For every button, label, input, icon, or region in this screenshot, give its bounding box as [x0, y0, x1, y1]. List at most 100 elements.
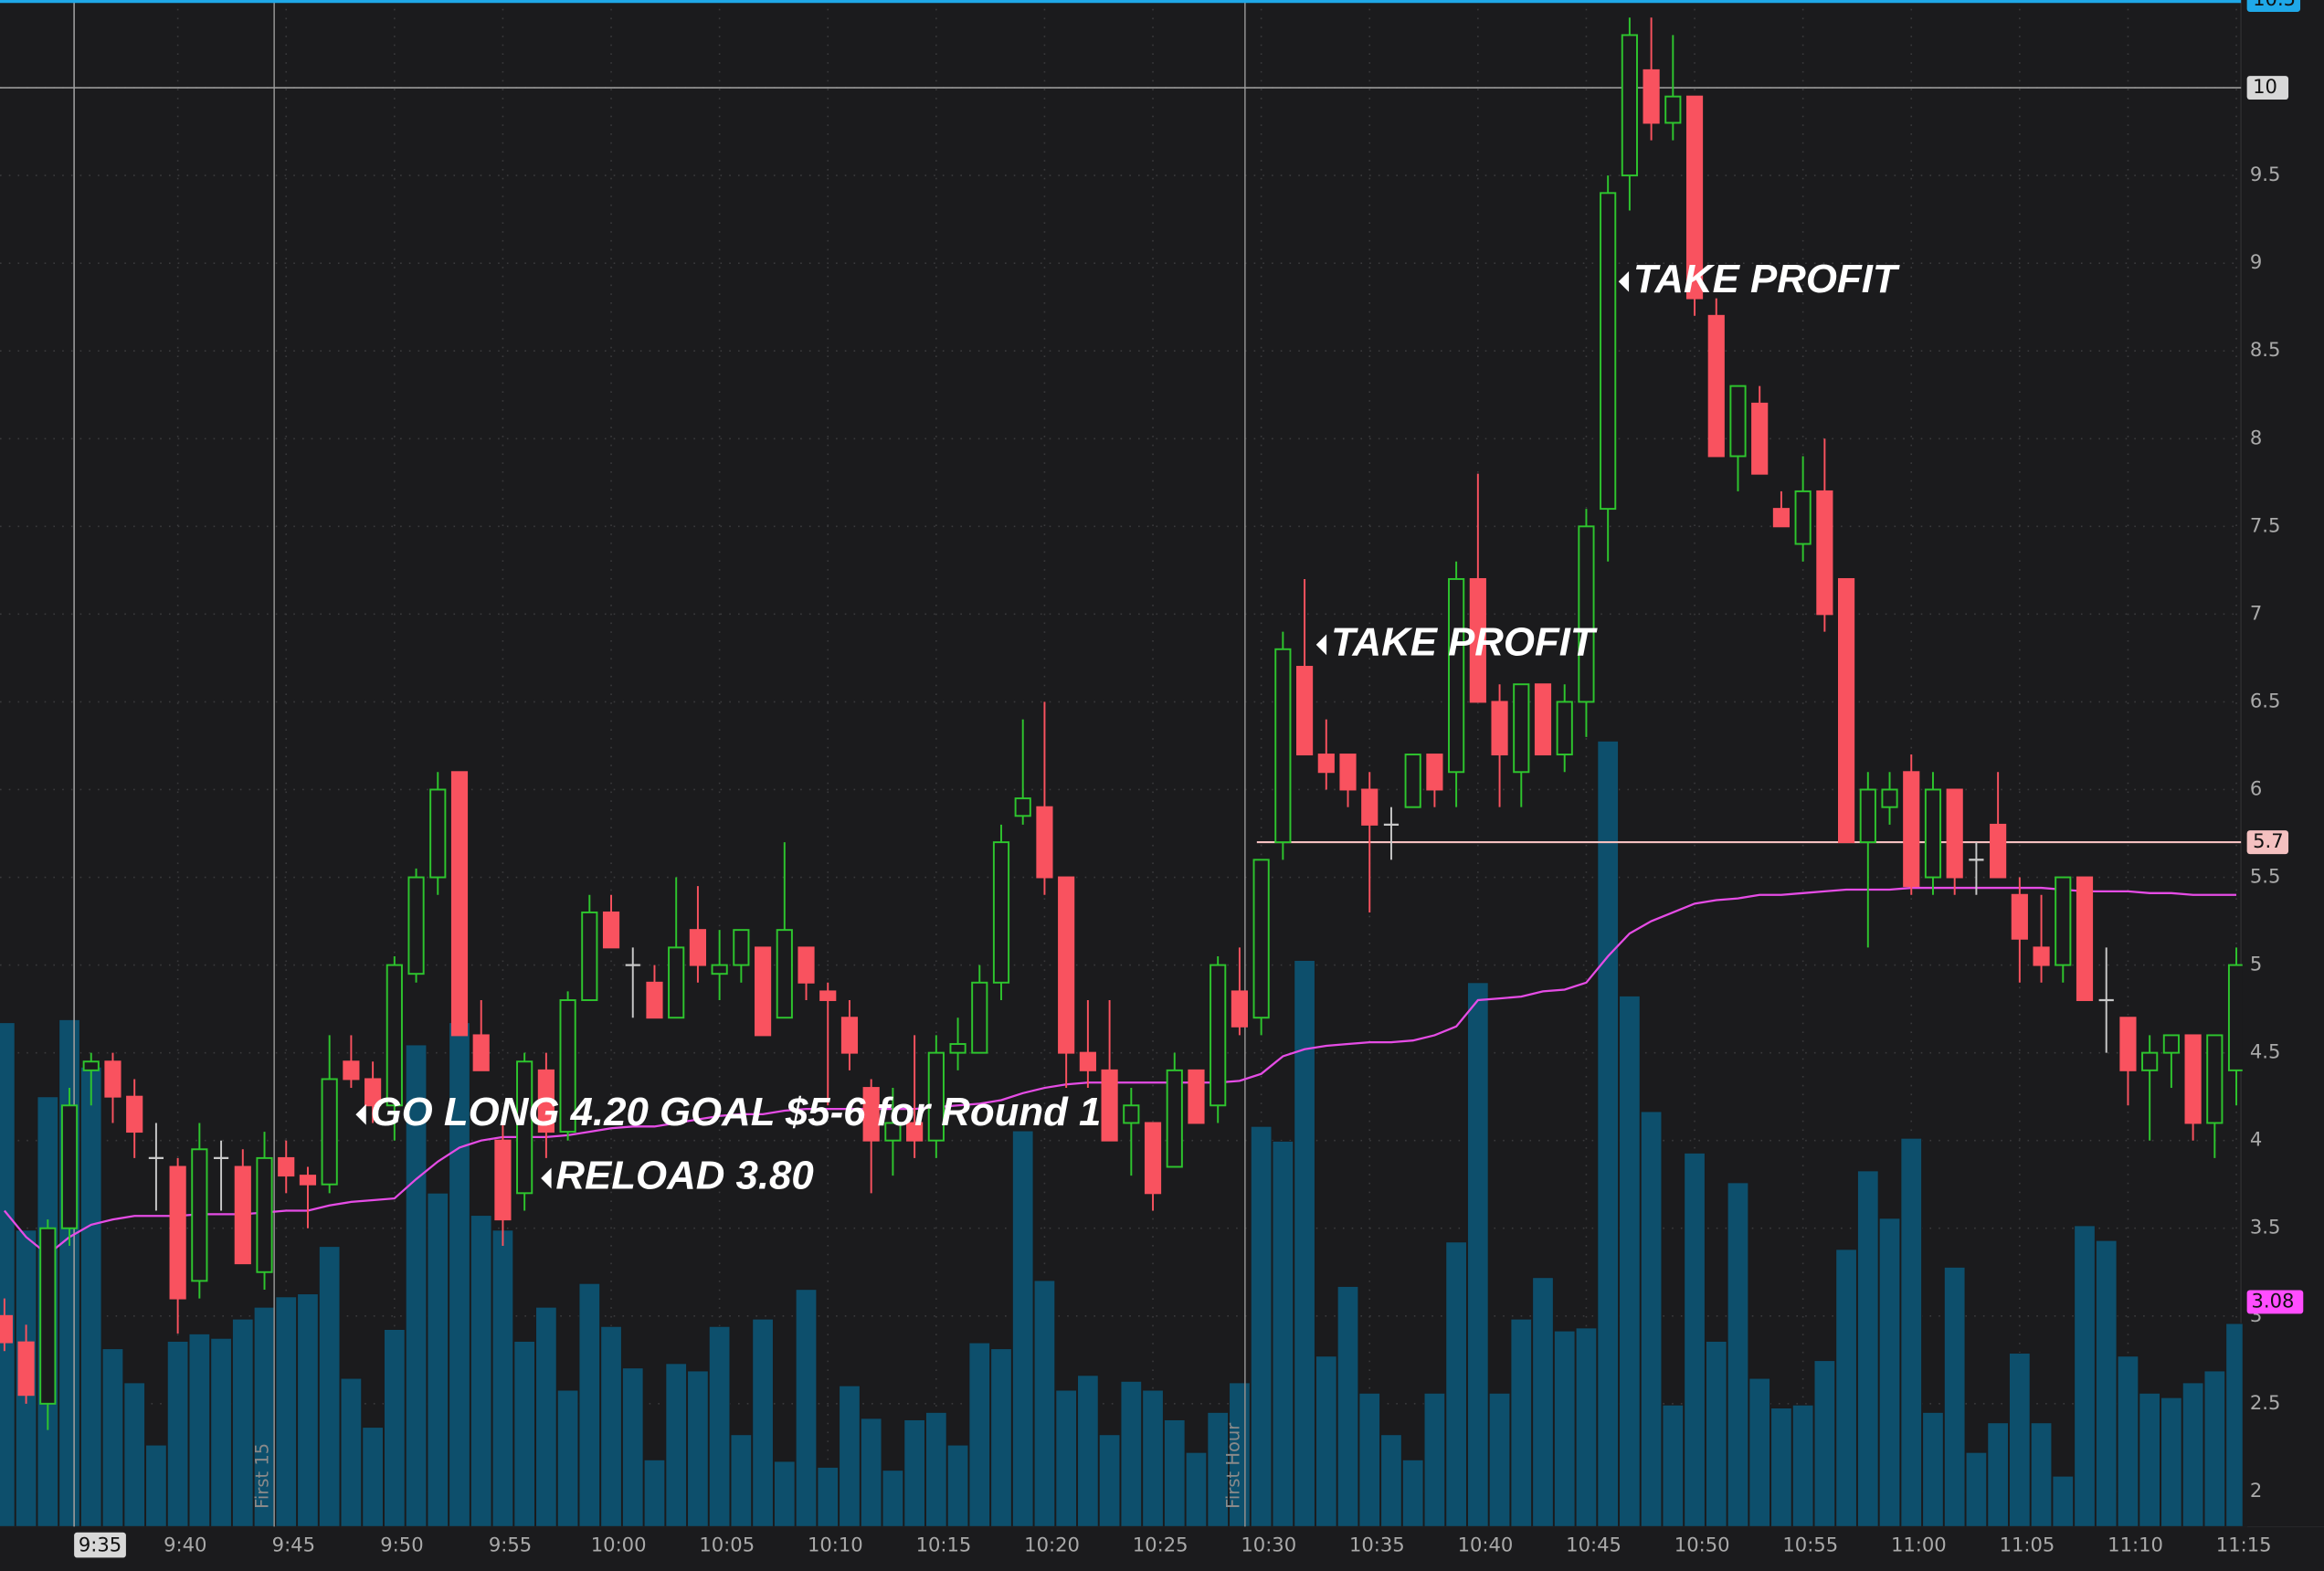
candle-body — [1491, 701, 1508, 756]
volume-bar — [643, 1459, 666, 1527]
price-label: 10.5 — [2253, 0, 2296, 10]
volume-bar — [1445, 1241, 1467, 1527]
volume-bar — [231, 1318, 254, 1527]
candle-body — [1621, 34, 1638, 177]
volume-bar — [1770, 1408, 1792, 1527]
candle-body — [537, 1069, 555, 1133]
candle-body — [1924, 788, 1942, 879]
y-tick-label: 7 — [2250, 601, 2262, 624]
volume-bar — [1965, 1451, 1988, 1527]
candle-body — [1144, 1122, 1162, 1195]
candle-body — [1036, 806, 1053, 879]
x-tick-label: 11:05 — [2000, 1533, 2055, 1555]
price-box — [2246, 830, 2289, 855]
candle-body — [407, 876, 425, 975]
volume-bar — [860, 1418, 882, 1527]
volume-bar — [1813, 1360, 1836, 1527]
candle-body — [2119, 1017, 2137, 1071]
x-tick-label: 11:15 — [2216, 1533, 2272, 1555]
volume-bar — [1250, 1125, 1273, 1527]
volume-bar — [383, 1329, 406, 1527]
candle-body — [1881, 788, 1898, 808]
candle-body — [949, 1043, 967, 1054]
x-tick-label: 9:40 — [164, 1533, 206, 1555]
volume-bar — [1011, 1130, 1034, 1527]
volume-bar — [968, 1342, 991, 1527]
volume-bar — [556, 1389, 579, 1527]
volume-bar — [600, 1325, 622, 1527]
volume-bar — [752, 1318, 774, 1527]
candle-body — [2227, 964, 2245, 1071]
volume-bar — [470, 1215, 492, 1527]
volume-bar — [491, 1229, 514, 1527]
candle-body — [1404, 754, 1421, 808]
candle-body — [299, 1175, 317, 1186]
volume-bar — [1835, 1249, 1857, 1527]
candle-body — [1837, 577, 1855, 844]
volume-bar — [990, 1348, 1012, 1527]
candle-body — [819, 990, 837, 1001]
candle-body — [1707, 314, 1725, 458]
y-tick-label: 6.5 — [2250, 689, 2281, 712]
candle-body — [862, 1087, 880, 1142]
volume-bar — [340, 1377, 363, 1527]
x-tick-label: 10:40 — [1458, 1533, 1514, 1555]
axis-panel — [2242, 0, 2324, 1527]
x-tick-label: 9:45 — [272, 1533, 315, 1555]
candle-body — [343, 1060, 360, 1081]
annotation-marker — [1618, 270, 1630, 292]
price-box — [2246, 1290, 2304, 1314]
candle-body — [884, 1122, 902, 1142]
candle-body — [429, 788, 447, 879]
candle-body — [927, 1051, 945, 1142]
x-tick-label: 10:20 — [1024, 1533, 1080, 1555]
volume-bar — [1098, 1434, 1121, 1527]
candle-body — [992, 841, 1010, 984]
volume-bar — [1163, 1419, 1186, 1527]
volume-bar — [1640, 1111, 1663, 1527]
volume-bar — [1510, 1318, 1533, 1527]
volume-bar — [1619, 995, 1641, 1527]
candle-body — [2141, 1051, 2159, 1071]
volume-bar — [924, 1411, 947, 1527]
volume-bar — [1987, 1422, 2009, 1527]
volume-bar — [1748, 1377, 1771, 1527]
price-label: 5.7 — [2253, 829, 2284, 852]
candle-body — [1751, 402, 1769, 475]
y-tick-label: 2.5 — [2250, 1391, 2281, 1414]
x-tick-label: 9:50 — [380, 1533, 423, 1555]
x-tick-label: 10:25 — [1133, 1533, 1188, 1555]
candle-body — [1317, 754, 1335, 774]
candle-body — [17, 1341, 35, 1397]
y-tick-label: 4 — [2250, 1128, 2262, 1151]
crosshair-price-box — [2246, 76, 2289, 100]
candle-body — [1274, 648, 1292, 844]
volume-bar — [1856, 1170, 1879, 1527]
volume-bar — [1791, 1404, 1814, 1527]
candle-body — [1816, 490, 1833, 616]
volume-bar — [687, 1370, 709, 1527]
candle-body — [450, 771, 469, 1037]
x-tick-label: 10:50 — [1674, 1533, 1730, 1555]
volume-bar — [2181, 1382, 2204, 1527]
vwap-line — [3, 886, 2237, 1257]
volume-bar — [1878, 1218, 1901, 1527]
candle-body — [321, 1078, 338, 1186]
y-tick-label: 2 — [2250, 1479, 2262, 1502]
candle-body — [1794, 490, 1812, 545]
volume-bar — [2160, 1397, 2182, 1527]
volume-bar — [1488, 1392, 1511, 1527]
candle-body — [1469, 577, 1486, 703]
volume-bar — [1575, 1327, 1598, 1527]
candle-body — [1772, 508, 1791, 528]
volume-bar — [79, 1066, 102, 1527]
crosshair-time-box — [74, 1532, 126, 1558]
volume-bar — [1684, 1152, 1706, 1527]
volume-bar — [275, 1296, 298, 1527]
candle-body — [2011, 893, 2028, 940]
candle-body — [2206, 1034, 2224, 1124]
x-tick-label: 10:55 — [1782, 1533, 1838, 1555]
candle-body — [364, 1078, 382, 1107]
candle-body — [278, 1156, 295, 1177]
